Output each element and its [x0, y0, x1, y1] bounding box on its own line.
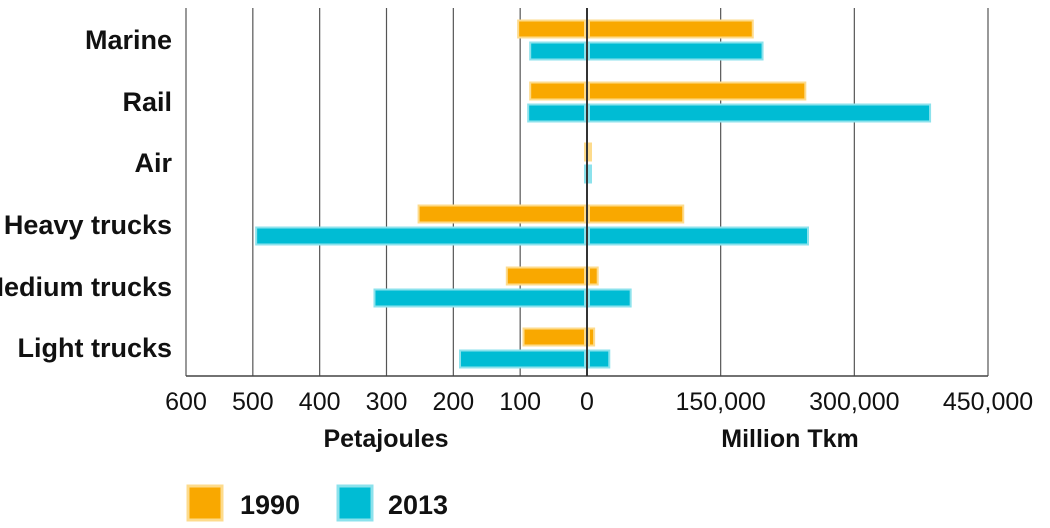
left-tick-label: 500 [232, 388, 274, 416]
legend-label-1990: 1990 [240, 490, 300, 520]
bar-right-heavy-trucks-1990 [588, 204, 685, 224]
right-tick-label: 450,000 [943, 388, 1033, 416]
category-label: Light trucks [17, 333, 172, 363]
left-tick-label: 100 [499, 388, 541, 416]
tick-labels: 600 500 400 300 200 100 0 150,000 300,000 450,000 [165, 388, 1033, 416]
gridlines [185, 8, 989, 377]
left-tick-label: 600 [165, 388, 207, 416]
legend-swatch-2013 [336, 484, 374, 522]
left-tick-label: 0 [580, 388, 594, 416]
bar-right-air-2013 [588, 164, 592, 184]
category-label: Rail [122, 87, 172, 117]
bar-right-light-trucks-2013 [588, 349, 611, 369]
bar-left-heavy-trucks-2013 [255, 226, 586, 246]
bars [255, 19, 932, 369]
bar-right-rail-1990 [588, 81, 807, 101]
bar-left-marine-2013 [529, 41, 586, 61]
bar-right-marine-1990 [588, 19, 754, 39]
category-labels: Marine Rail Air Heavy trucks Medium trucks Li… [0, 25, 172, 363]
bar-right-air-1990 [588, 142, 592, 162]
legend-swatch-1990 [186, 484, 224, 522]
bar-left-light-trucks-1990 [522, 327, 587, 347]
bar-left-heavy-trucks-1990 [417, 204, 586, 224]
category-label: Marine [85, 25, 172, 55]
bar-left-marine-1990 [517, 19, 587, 39]
bar-left-medium-trucks-2013 [373, 288, 586, 308]
left-axis-title: Petajoules [323, 425, 448, 453]
bar-left-rail-1990 [529, 81, 586, 101]
category-label: Heavy trucks [4, 210, 172, 240]
left-tick-label: 200 [432, 388, 474, 416]
left-tick-label: 300 [366, 388, 408, 416]
category-label: Air [134, 148, 172, 178]
bar-right-light-trucks-1990 [588, 327, 596, 347]
bar-left-light-trucks-2013 [459, 349, 586, 369]
bar-left-rail-2013 [527, 103, 586, 123]
bar-right-rail-2013 [588, 103, 932, 123]
legend-label-2013: 2013 [388, 490, 448, 520]
bar-right-heavy-trucks-2013 [588, 226, 809, 246]
bar-right-medium-trucks-2013 [588, 288, 632, 308]
right-axis-title: Million Tkm [721, 425, 859, 453]
left-tick-label: 400 [299, 388, 341, 416]
bar-left-medium-trucks-1990 [505, 266, 586, 286]
legend: 1990 2013 [186, 484, 448, 522]
right-tick-label: 300,000 [809, 388, 899, 416]
bar-right-medium-trucks-1990 [588, 266, 599, 286]
category-label: Medium trucks [0, 272, 172, 302]
right-tick-label: 150,000 [675, 388, 765, 416]
bar-right-marine-2013 [588, 41, 764, 61]
